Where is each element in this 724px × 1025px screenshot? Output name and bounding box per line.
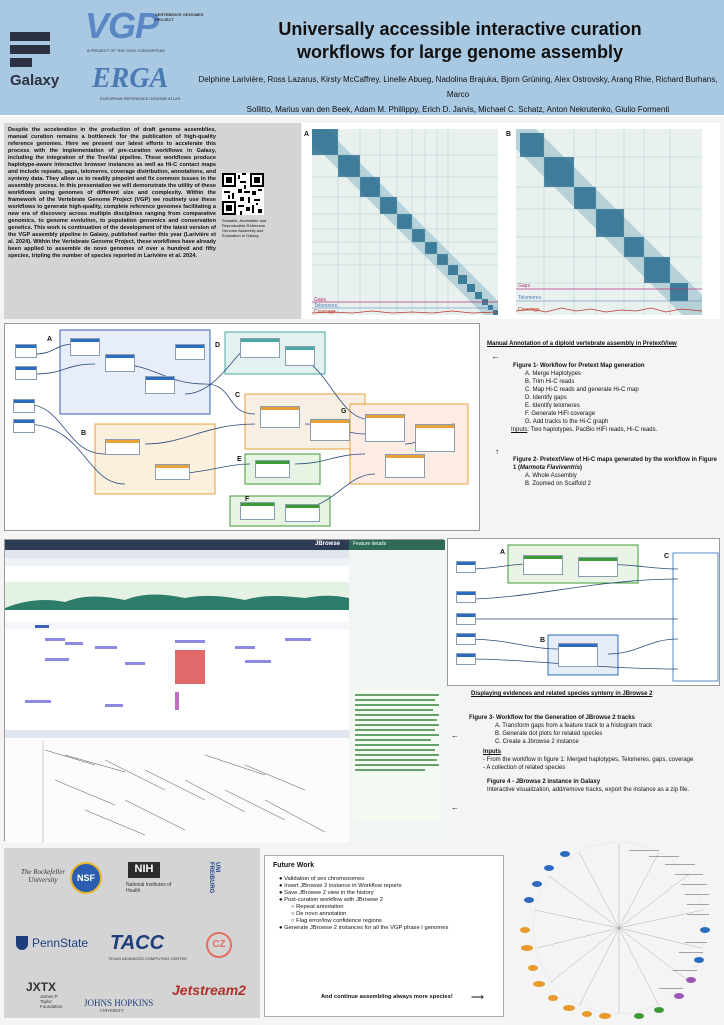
galaxy-logo: Galaxy	[10, 28, 72, 94]
tacc-logo: TACC	[110, 932, 165, 954]
wf-label-g: G	[341, 408, 347, 415]
jxtx-logo: JXTX	[26, 980, 57, 994]
section-title-jbrowse: Displaying evidences and related species…	[471, 691, 653, 697]
wf-label-c: C	[235, 392, 241, 399]
section-title-pretext: Manual Annotation of a diploid vertebrat…	[487, 341, 677, 347]
pennstate-logo: PennState	[32, 936, 89, 950]
freiburg-logo: UNI FREIBURG	[208, 862, 220, 894]
nsf-logo: NSF	[70, 862, 102, 894]
future-work-panel: Future Work ● Validation of sex chromoso…	[264, 855, 504, 1017]
jetstream-logo: Jetstream2	[172, 982, 246, 998]
pretext-description: Manual Annotation of a diploid vertebrat…	[483, 340, 719, 488]
poster-title: Universally accessible interactive curat…	[278, 19, 642, 62]
fig3-list: A. Transform gaps from a feature track t…	[495, 723, 653, 745]
fig1-list: A. Merge Haplotypes B. Trim Hi-C reads C…	[525, 371, 639, 425]
closing-text: And continue assembling always more spec…	[321, 994, 453, 1000]
pennstate-shield-icon	[16, 936, 28, 950]
wf-label-b: B	[81, 430, 87, 437]
jb-label-b: B	[540, 637, 546, 644]
vgp-logo: VGP VERTEBRATE GENOMES PROJECT A PROJECT…	[85, 5, 204, 54]
hic-map-whole-assembly: Gaps Telomeres Coverage	[312, 129, 498, 315]
wf-label-e: E	[237, 456, 242, 463]
poster-header: Galaxy VGP VERTEBRATE GENOMES PROJECT A …	[0, 0, 724, 117]
qr-caption: Scalable, Accessible and Reproducible Re…	[222, 218, 267, 238]
fig2-list: A. Whole Assembly B. Zoomed on Scaffold …	[525, 473, 591, 487]
abstract-text: Despite the acceleration in the producti…	[8, 127, 216, 259]
qr-code[interactable]	[222, 173, 264, 215]
fig3-title: Figure 3- Workflow for the Generation of…	[469, 715, 635, 721]
author-list: Delphine Larivière, Ross Lazarus, Kirsty…	[198, 75, 718, 114]
jbrowse-screenshot: JBrowse Feature details	[4, 539, 445, 842]
fig3-inputs-label: Inputs	[483, 749, 501, 755]
future-work-list: ● Validation of sex chromosomes ● Insert…	[279, 876, 449, 931]
wf-label-d: D	[215, 342, 221, 349]
fig3-inputs: - From the workflow in figure 1: Merged …	[483, 757, 694, 771]
hic-maps-figure: A	[302, 123, 720, 319]
jb-label-c: C	[664, 553, 670, 560]
fig2-title: Figure 2- PretextView of Hi-C maps gener…	[513, 457, 717, 471]
erga-logo: ERGA EUROPEAN REFERENCE GENOME ATLAS	[92, 63, 181, 102]
wf-label-f: F	[245, 496, 250, 503]
jhu-logo: JOHNS HOPKINS	[84, 998, 154, 1008]
jbrowse-workflow-figure: A B C	[447, 538, 720, 686]
future-work-title: Future Work	[273, 862, 315, 869]
jb-label-a: A	[500, 549, 506, 556]
wf-label-a: A	[47, 336, 53, 343]
pretext-workflow-figure: A B C D E F G	[4, 323, 480, 531]
panel-label-a: A	[304, 131, 310, 138]
abstract-panel: Despite the acceleration in the producti…	[4, 123, 301, 319]
fig1-title: Figure 1- Workflow for Pretext Map gener…	[513, 363, 645, 369]
sponsor-logos: The Rockefeller University NSF NIH Natio…	[4, 848, 260, 1018]
nih-logo: NIH	[128, 862, 160, 878]
cz-logo: CZ	[206, 932, 232, 958]
rockefeller-logo: The Rockefeller University	[20, 868, 66, 884]
species-tree	[509, 830, 720, 1020]
jbrowse-description: Displaying evidences and related species…	[447, 690, 720, 812]
panel-label-b: B	[506, 131, 512, 138]
fig4-title: Figure 4 - JBrowse 2 instance in Galaxy	[487, 779, 601, 785]
hic-map-scaffold-2: Gaps Telomeres Coverage	[516, 129, 702, 315]
fig4-description: Interactive visualization, add/remove tr…	[487, 787, 690, 793]
fig1-inputs: Inputs: Two haplotypes, PacBio HiFi read…	[511, 427, 658, 433]
